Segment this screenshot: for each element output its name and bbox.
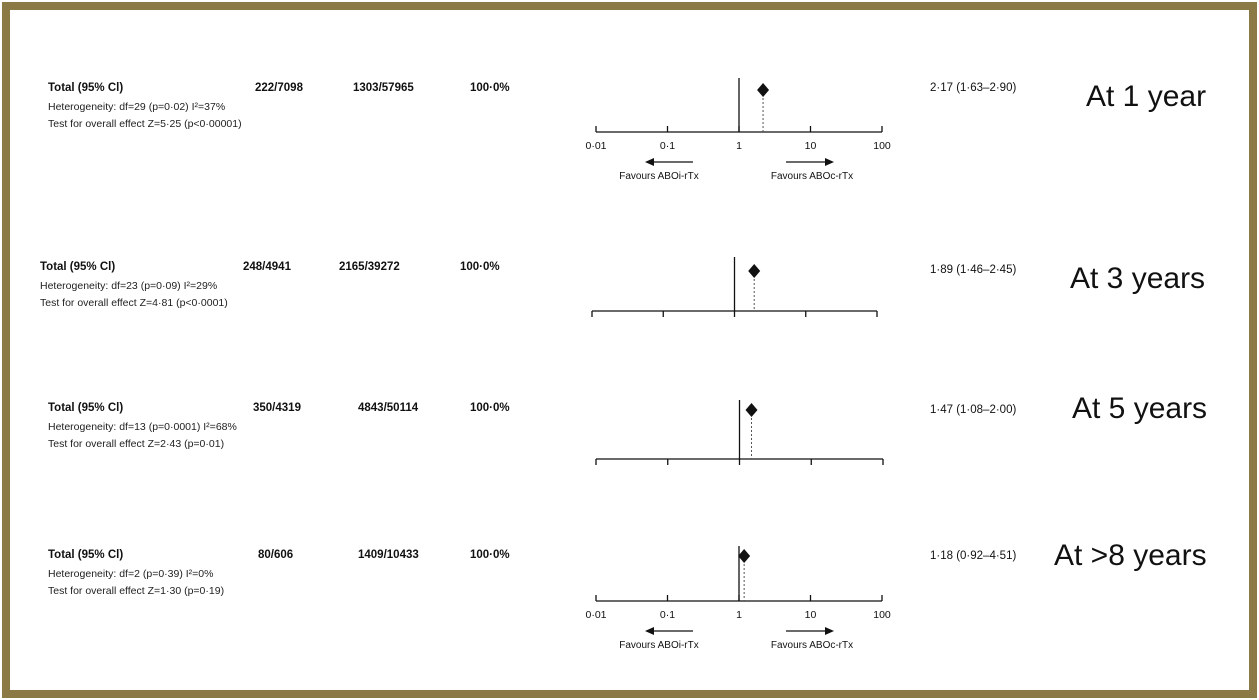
x-tick-label: 0·01 [585,609,606,621]
overall-effect-8yr: Test for overall effect Z=1·30 (p=0·19) [48,585,225,597]
pooled-estimate-diamond [745,403,758,417]
timepoint-label-1yr: At 1 year [1086,80,1207,113]
x-tick-label: 10 [805,609,817,621]
timepoint-label-8yr: At >8 years [1054,539,1207,572]
pooled-estimate-diamond [757,83,770,97]
favours-left-label: Favours ABOi-rTx [619,640,698,651]
ci-text-8yr: 1·18 (0·92–4·51) [930,550,1017,562]
events-aboc-3yr: 2165/39272 [339,261,400,273]
overall-effect-3yr: Test for overall effect Z=4·81 (p<0·0001… [40,297,228,309]
favours-left-label: Favours ABOi-rTx [619,171,698,182]
ci-text-1yr: 2·17 (1·63–2·90) [930,82,1017,94]
x-tick-label: 0·1 [660,140,675,152]
weight-5yr: 100·0% [470,402,510,414]
x-tick-label: 0·01 [585,140,606,152]
ci-text-5yr: 1·47 (1·08–2·00) [930,404,1017,416]
x-tick-label: 1 [736,140,742,152]
overall-effect-1yr: Test for overall effect Z=5·25 (p<0·0000… [48,118,242,130]
x-tick-label: 1 [736,609,742,621]
weight-3yr: 100·0% [460,261,500,273]
pooled-estimate-diamond [748,264,761,278]
events-aboc-5yr: 4843/50114 [358,402,419,414]
heterogeneity-8yr: Heterogeneity: df=2 (p=0·39) I²=0% [48,568,214,580]
events-aboc-1yr: 1303/57965 [353,82,414,94]
favours-left-arrowhead [645,627,654,635]
favours-right-arrowhead [825,158,834,166]
favours-right-label: Favours ABOc-rTx [771,640,853,651]
events-aboi-5yr: 350/4319 [253,402,301,414]
ci-text-3yr: 1·89 (1·46–2·45) [930,264,1017,276]
events-aboi-1yr: 222/7098 [255,82,303,94]
weight-1yr: 100·0% [470,82,510,94]
pooled-estimate-diamond [738,549,751,563]
favours-right-arrowhead [825,627,834,635]
heterogeneity-3yr: Heterogeneity: df=23 (p=0·09) I²=29% [40,280,218,292]
timepoint-label-5yr: At 5 years [1072,392,1208,425]
heterogeneity-1yr: Heterogeneity: df=29 (p=0·02) I²=37% [48,101,226,113]
events-aboi-8yr: 80/606 [258,549,294,561]
x-tick-label: 0·1 [660,609,675,621]
total-label-1yr: Total (95% Cl) [48,82,124,94]
x-tick-label: 100 [873,140,891,152]
events-aboc-8yr: 1409/10433 [358,549,419,561]
total-label-8yr: Total (95% Cl) [48,549,124,561]
heterogeneity-5yr: Heterogeneity: df=13 (p=0·0001) I²=68% [48,421,237,433]
total-label-3yr: Total (95% Cl) [40,261,116,273]
favours-left-arrowhead [645,158,654,166]
weight-8yr: 100·0% [470,549,510,561]
events-aboi-3yr: 248/4941 [243,261,291,273]
timepoint-label-3yr: At 3 years [1070,262,1206,295]
total-label-5yr: Total (95% Cl) [48,402,124,414]
x-tick-label: 10 [805,140,817,152]
overall-effect-5yr: Test for overall effect Z=2·43 (p=0·01) [48,438,225,450]
favours-right-label: Favours ABOc-rTx [771,171,853,182]
x-tick-label: 100 [873,609,891,621]
